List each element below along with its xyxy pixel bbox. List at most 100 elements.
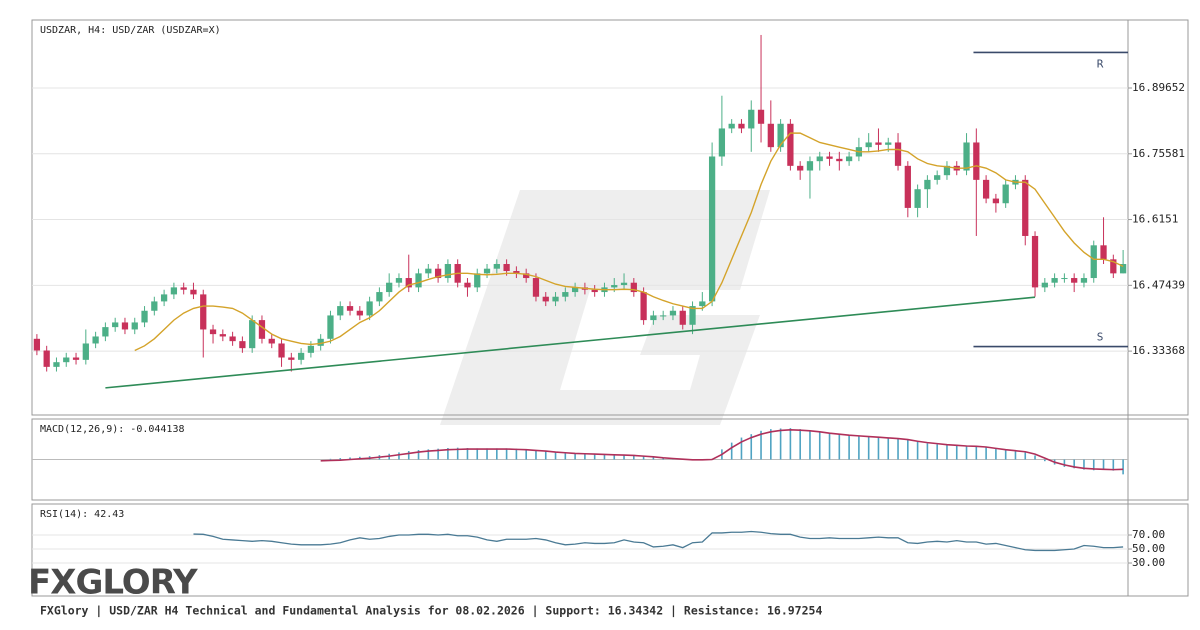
macd-bar: [1014, 451, 1017, 460]
candle-body: [904, 165, 911, 208]
candle-body: [1061, 278, 1068, 280]
macd-bar: [858, 435, 860, 460]
candle-body: [826, 156, 833, 159]
macd-bar: [789, 428, 792, 460]
y-tick-label: 16.75581: [1132, 147, 1185, 160]
candle-body: [571, 287, 579, 293]
candle-body: [249, 320, 256, 349]
candle-body: [669, 310, 677, 316]
candle-body: [836, 158, 843, 162]
candle-body: [728, 123, 735, 129]
macd-bar: [838, 434, 841, 460]
candle-body: [650, 315, 657, 321]
watermark: [440, 190, 770, 425]
candle-body: [268, 338, 275, 344]
candle-body: [170, 287, 178, 295]
candle-body: [141, 310, 148, 323]
macd-bar: [965, 446, 968, 460]
candle-body: [444, 264, 452, 279]
resistance-label: R: [1097, 57, 1104, 70]
logo: FXGLORY: [28, 563, 198, 603]
candle-body: [806, 161, 814, 171]
macd-bar: [760, 430, 762, 460]
macd-bar: [456, 447, 459, 460]
candle-body: [816, 156, 823, 162]
macd-bar: [564, 453, 567, 460]
macd-bar: [447, 448, 449, 460]
candle-body: [474, 273, 481, 288]
candle-body: [542, 296, 549, 302]
candle-body: [102, 327, 109, 337]
candle-body: [982, 179, 990, 199]
candle-body: [992, 198, 1000, 204]
macd-bar: [985, 447, 987, 460]
candle-body: [973, 142, 980, 180]
candle-body: [875, 142, 882, 145]
candle-body: [787, 123, 794, 166]
candle-body: [845, 156, 853, 162]
candle-body: [1119, 264, 1127, 274]
panel-title: RSI(14): 42.43: [40, 509, 124, 520]
panel-title: MACD(12,26,9): -0.044138: [40, 424, 185, 435]
macd-bar: [936, 444, 938, 460]
macd-bar: [476, 448, 479, 460]
macd-bar: [1034, 455, 1036, 460]
macd-bar: [427, 449, 430, 460]
macd-bar: [897, 438, 899, 460]
candle-body: [640, 292, 647, 321]
macd-bar: [799, 429, 801, 460]
macd-bar: [554, 452, 557, 460]
candle-body: [924, 179, 931, 190]
macd-bar: [995, 449, 997, 460]
macd-bar: [809, 430, 811, 460]
candle-body: [963, 142, 970, 171]
candle-body: [1002, 184, 1009, 204]
macd-bar: [770, 429, 772, 460]
candle-body: [82, 343, 89, 360]
candle-body: [1080, 278, 1088, 283]
footer: FXGlory | USD/ZAR H4 Technical and Funda…: [40, 604, 822, 618]
candle-body: [112, 322, 119, 328]
candle-body: [934, 175, 941, 180]
candle-body: [777, 123, 784, 148]
macd-bar: [496, 448, 498, 460]
candle-body: [797, 165, 804, 171]
macd-bar: [1004, 450, 1007, 460]
macd-bar: [916, 441, 919, 460]
macd-bar: [1044, 459, 1046, 462]
macd-bar: [1122, 459, 1124, 475]
macd-bar: [1073, 459, 1075, 469]
y-tick-label: 30.00: [1132, 556, 1165, 569]
candle-body: [630, 282, 637, 293]
candle-body: [209, 329, 217, 335]
macd-bar: [505, 448, 508, 460]
macd-bar: [1112, 459, 1115, 471]
macd-bar: [946, 444, 948, 460]
candle-body: [748, 109, 755, 129]
macd-bar: [466, 448, 469, 460]
candle-body: [611, 285, 618, 288]
candle-body: [239, 341, 246, 349]
candle-body: [767, 123, 774, 148]
macd-bar: [486, 448, 488, 460]
macd-bar: [818, 431, 821, 460]
candle-body: [885, 142, 892, 145]
macd-bar: [867, 436, 870, 460]
candle-body: [483, 268, 491, 274]
candle-body: [1071, 278, 1078, 283]
macd-bar: [525, 449, 527, 460]
macd-bar: [407, 451, 410, 460]
y-tick-label: 16.89652: [1132, 81, 1185, 94]
macd-bar: [750, 434, 753, 460]
candle-body: [395, 278, 403, 283]
main-panel: [31, 19, 1189, 416]
candle-body: [660, 315, 667, 317]
macd-bar: [907, 439, 909, 460]
signal-line: [320, 428, 1124, 471]
candle-body: [1022, 179, 1029, 236]
macd-bar: [437, 448, 439, 460]
moving-average: [134, 132, 1124, 352]
rsi-panel: [31, 503, 1189, 597]
macd-bar: [779, 428, 782, 460]
